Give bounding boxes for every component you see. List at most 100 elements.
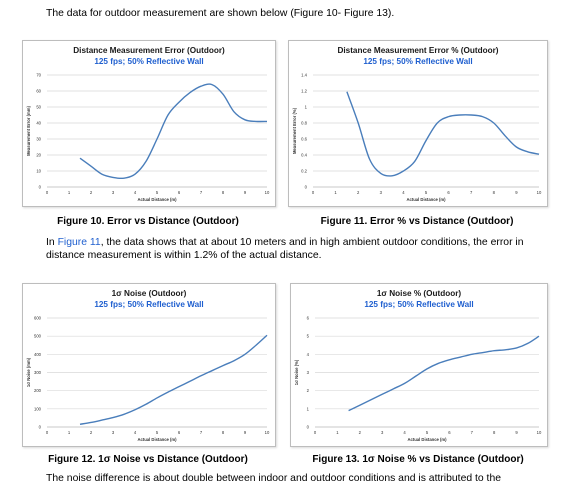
figure-11-link[interactable]: Figure 11 — [57, 237, 101, 248]
y-tick-label: 1.4 — [301, 73, 307, 78]
figure-10-caption: Figure 10. Error vs Distance (Outdoor) — [57, 216, 239, 227]
chart-error-mm: Distance Measurement Error (Outdoor) 125 … — [26, 46, 270, 202]
chart-title: 1σ Noise (Outdoor) — [112, 289, 187, 298]
y-tick-label: 30 — [36, 137, 41, 142]
x-tick-label: 4 — [403, 430, 406, 435]
middle-text-before: In — [46, 237, 58, 248]
chart-error-percent: Distance Measurement Error % (Outdoor)12… — [292, 46, 542, 202]
y-tick-label: 0.6 — [301, 137, 307, 142]
x-tick-label: 5 — [425, 190, 428, 195]
y-tick-label: 40 — [36, 121, 41, 126]
figure-12-caption: Figure 12. 1σ Noise vs Distance (Outdoor… — [48, 454, 248, 465]
y-tick-label: 50 — [36, 105, 41, 110]
x-tick-label: 2 — [90, 190, 93, 195]
x-tick-label: 6 — [178, 190, 181, 195]
x-tick-label: 3 — [381, 430, 384, 435]
y-tick-label: 0.8 — [301, 121, 307, 126]
y-tick-label: 0.2 — [301, 169, 307, 174]
middle-text-after: , the data shows that at about 10 meters… — [46, 237, 524, 261]
x-tick-label: 5 — [156, 190, 159, 195]
x-tick-label: 7 — [200, 190, 203, 195]
chart-subtitle: 125 fps; 50% Reflective Wall — [364, 300, 473, 309]
x-tick-label: 8 — [222, 190, 225, 195]
y-axis-label: 1σ Noise (%) — [294, 359, 299, 385]
y-tick-label: 1.2 — [301, 89, 307, 94]
y-tick-label: 1 — [305, 105, 308, 110]
chart-subtitle: 125 fps; 50% Reflective Wall — [363, 57, 472, 66]
x-tick-label: 9 — [515, 430, 518, 435]
x-tick-label: 6 — [448, 430, 451, 435]
y-tick-label: 5 — [307, 334, 310, 339]
series-line — [79, 334, 268, 425]
series-line — [346, 91, 540, 177]
y-tick-label: 70 — [36, 73, 41, 78]
x-tick-label: 0 — [46, 430, 49, 435]
middle-paragraph: In Figure 11, the data shows that at abo… — [46, 237, 552, 262]
x-tick-label: 9 — [244, 190, 247, 195]
x-tick-label: 9 — [515, 190, 518, 195]
x-tick-label: 10 — [537, 190, 542, 195]
y-tick-label: 500 — [34, 334, 42, 339]
x-tick-label: 1 — [334, 190, 337, 195]
x-tick-label: 4 — [134, 430, 137, 435]
y-tick-label: 300 — [34, 370, 42, 375]
x-tick-label: 6 — [447, 190, 450, 195]
chart-noise-percent: 1σ Noise % (Outdoor) 125 fps; 50% Reflect… — [294, 289, 542, 442]
series-line — [348, 335, 540, 412]
y-tick-label: 400 — [34, 352, 42, 357]
x-tick-label: 5 — [156, 430, 159, 435]
y-axis-label: Measurement Error (mm) — [26, 106, 31, 156]
y-tick-label: 20 — [36, 153, 41, 158]
y-tick-label: 6 — [307, 316, 310, 321]
y-tick-label: 100 — [34, 406, 42, 411]
x-tick-label: 0 — [46, 190, 49, 195]
x-tick-label: 3 — [380, 190, 383, 195]
y-tick-label: 4 — [307, 352, 310, 357]
x-tick-label: 2 — [357, 190, 360, 195]
x-tick-label: 1 — [68, 190, 71, 195]
x-tick-label: 5 — [426, 430, 429, 435]
x-tick-label: 10 — [265, 430, 270, 435]
chart-noise-mm: 1σ Noise (Outdoor) 125 fps; 50% Reflectiv… — [26, 289, 270, 442]
x-tick-label: 1 — [68, 430, 71, 435]
y-tick-label: 1 — [307, 406, 310, 411]
x-tick-label: 8 — [493, 430, 496, 435]
x-tick-label: 4 — [402, 190, 405, 195]
y-tick-label: 200 — [34, 388, 42, 393]
figure-13-caption: Figure 13. 1σ Noise % vs Distance (Outdo… — [312, 454, 524, 465]
x-tick-label: 7 — [471, 430, 474, 435]
chart-box-fig13: 1σ Noise % (Outdoor) 125 fps; 50% Reflect… — [290, 283, 548, 447]
x-tick-label: 2 — [90, 430, 93, 435]
x-tick-label: 4 — [134, 190, 137, 195]
chart-box-fig10: Distance Measurement Error (Outdoor) 125 … — [22, 40, 276, 207]
y-tick-label: 0 — [39, 185, 42, 190]
bottom-paragraph: The noise difference is about double bet… — [46, 473, 502, 484]
y-tick-label: 0 — [305, 185, 308, 190]
x-tick-label: 8 — [222, 430, 225, 435]
x-tick-label: 0 — [314, 430, 317, 435]
y-tick-label: 0 — [307, 425, 310, 430]
x-tick-label: 3 — [112, 430, 115, 435]
x-tick-label: 1 — [336, 430, 339, 435]
chart-subtitle: 125 fps; 50% Reflective Wall — [94, 300, 203, 309]
x-tick-label: 7 — [200, 430, 203, 435]
x-tick-label: 10 — [265, 190, 270, 195]
chart-box-fig11: Distance Measurement Error % (Outdoor) 12… — [288, 40, 548, 207]
x-axis-label: Actual Distance (m) — [137, 197, 177, 202]
y-tick-label: 60 — [36, 89, 41, 94]
chart-title: Distance Measurement Error % (Outdoor) — [337, 46, 498, 55]
y-tick-label: 0 — [39, 425, 42, 430]
y-axis-label: Measurement Error (%) — [292, 107, 297, 154]
x-tick-label: 7 — [470, 190, 473, 195]
y-axis-label: 1σ Noise (mm) — [26, 357, 31, 387]
y-tick-label: 3 — [307, 370, 310, 375]
chart-subtitle: 125 fps; 50% Reflective Wall — [94, 57, 203, 66]
x-tick-label: 3 — [112, 190, 115, 195]
y-tick-label: 0.4 — [301, 153, 307, 158]
figure-11-caption: Figure 11. Error % vs Distance (Outdoor) — [320, 216, 514, 227]
chart-box-fig12: 1σ Noise (Outdoor) 125 fps; 50% Reflectiv… — [22, 283, 276, 447]
x-tick-label: 9 — [244, 430, 247, 435]
x-tick-label: 6 — [178, 430, 181, 435]
series-line — [79, 83, 268, 180]
x-axis-label: Actual Distance (m) — [137, 437, 177, 442]
